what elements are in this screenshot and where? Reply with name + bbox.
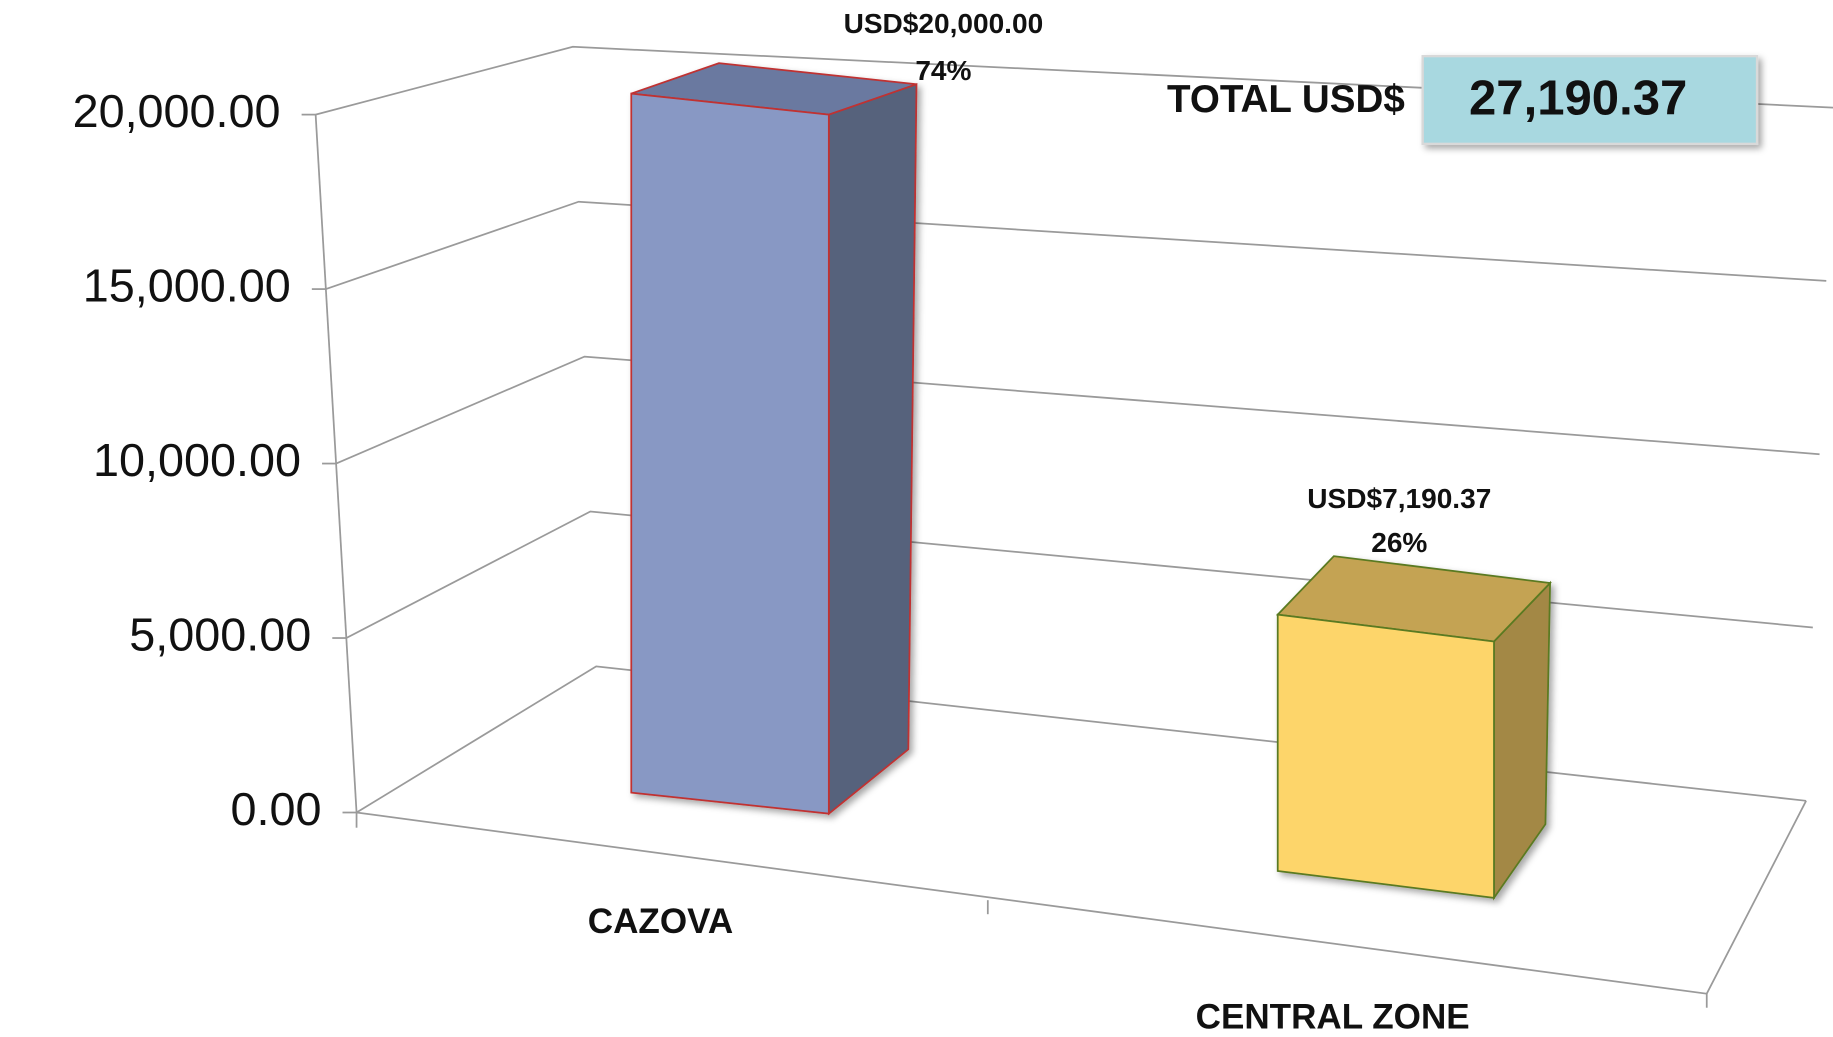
grid-line [325, 200, 1827, 290]
share-label: 74% [915, 55, 971, 86]
value-label: USD$7,190.37 [1307, 483, 1491, 514]
grid-line [315, 45, 1833, 116]
share-label: 26% [1371, 527, 1427, 558]
y-tick-label: 5,000.00 [129, 608, 311, 660]
y-tick-label: 10,000.00 [93, 434, 301, 486]
bar-group [630, 62, 918, 816]
bar-side [827, 82, 918, 816]
bar-front [1276, 613, 1495, 899]
value-label: USD$20,000.00 [844, 8, 1044, 39]
grid-line [356, 665, 1807, 814]
y-tick-label: 15,000.00 [83, 259, 291, 311]
bar-front [630, 92, 830, 815]
x-tick-label: CENTRAL ZONE [1196, 998, 1470, 1037]
grid-line [345, 510, 1813, 639]
floor-edge [356, 800, 1807, 995]
y-tick-label: 20,000.00 [73, 85, 281, 137]
total-label: TOTAL USD$ [1167, 78, 1405, 121]
total-value: 27,190.37 [1469, 72, 1687, 126]
y-tick-label: 0.00 [230, 783, 321, 835]
bar-group [1275, 555, 1552, 901]
total-box [1421, 54, 1759, 146]
x-tick-label: CAZOVA [588, 902, 733, 941]
grid-line [335, 355, 1820, 465]
